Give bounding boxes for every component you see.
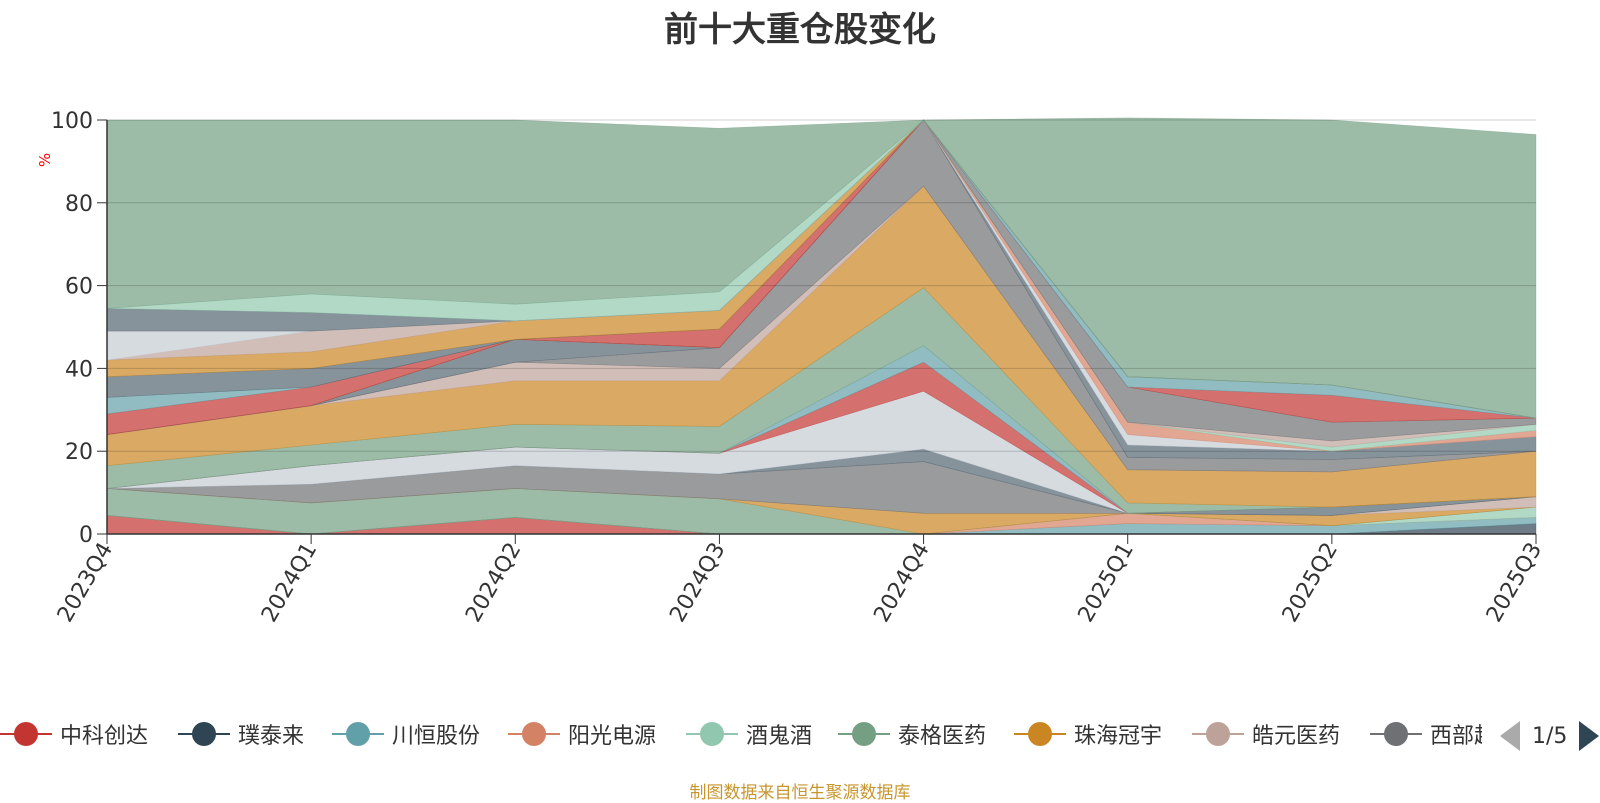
legend-item[interactable]: 中科创达 <box>0 714 148 754</box>
legend-marker-icon <box>508 719 560 749</box>
legend-marker-icon <box>178 719 230 749</box>
legend-item[interactable]: 西部超导 <box>1370 714 1482 754</box>
y-tick-label: 0 <box>79 523 93 548</box>
x-tick-label: 2025Q1 <box>1074 539 1139 627</box>
legend-item[interactable]: 珠海冠宇 <box>1014 714 1162 754</box>
data-source-note: 制图数据来自恒生聚源数据库 <box>689 783 911 803</box>
legend-item[interactable]: 酒鬼酒 <box>686 714 812 754</box>
legend-label: 西部超导 <box>1430 724 1482 749</box>
chart-title: 前十大重仓股变化 <box>664 10 936 50</box>
legend-marker-icon <box>686 719 738 749</box>
area-series-31 <box>106 117 1537 419</box>
legend-marker-icon <box>1014 719 1066 749</box>
legend: 中科创达 璞泰来 川恒股份 阳光电源 酒鬼酒 泰格医药 珠海冠宇 皓元医药 西部超导 1/5 <box>0 714 1600 754</box>
x-tick-label: 2024Q3 <box>665 539 730 627</box>
x-tick-label: 2024Q4 <box>869 539 934 627</box>
legend-item[interactable]: 阳光电源 <box>508 714 656 754</box>
legend-label: 酒鬼酒 <box>746 724 813 749</box>
x-tick-label: 2024Q1 <box>257 539 322 627</box>
legend-item[interactable]: 璞泰来 <box>178 714 304 754</box>
legend-label: 川恒股份 <box>392 724 481 749</box>
legend-items: 中科创达 璞泰来 川恒股份 阳光电源 酒鬼酒 泰格医药 珠海冠宇 皓元医药 西部超导 <box>0 714 1482 754</box>
legend-label: 珠海冠宇 <box>1074 724 1163 749</box>
legend-label: 阳光电源 <box>568 724 657 749</box>
y-tick-label: 80 <box>65 192 93 217</box>
y-axis-label: % <box>36 153 54 167</box>
area-series-group <box>106 117 1537 535</box>
y-tick-label: 40 <box>65 357 93 382</box>
legend-label: 中科创达 <box>60 724 149 749</box>
legend-item[interactable]: 泰格医药 <box>838 714 986 754</box>
y-tick-label: 20 <box>65 440 93 465</box>
x-tick-label: 2025Q3 <box>1482 539 1547 627</box>
x-tick-label: 2025Q2 <box>1278 539 1343 627</box>
legend-item[interactable]: 皓元医药 <box>1192 714 1340 754</box>
legend-label: 泰格医药 <box>898 724 987 749</box>
legend-label: 璞泰来 <box>238 724 305 749</box>
x-tick-label: 2023Q4 <box>53 539 118 627</box>
legend-item[interactable]: 川恒股份 <box>332 714 480 754</box>
x-tick-label: 2024Q2 <box>461 539 526 627</box>
legend-marker-icon <box>838 719 890 749</box>
legend-marker-icon <box>1192 719 1244 749</box>
legend-label: 皓元医药 <box>1252 724 1341 749</box>
legend-prev-arrow-icon[interactable] <box>1500 721 1520 751</box>
legend-marker-icon <box>1370 719 1422 749</box>
legend-next-arrow-icon[interactable] <box>1579 721 1600 751</box>
y-tick-label: 60 <box>65 275 93 300</box>
y-tick-label: 100 <box>51 109 93 134</box>
legend-marker-icon <box>0 719 52 749</box>
legend-marker-icon <box>332 719 384 749</box>
legend-page-indicator: 1/5 <box>1532 723 1568 749</box>
legend-pager: 1/5 <box>1500 720 1600 752</box>
